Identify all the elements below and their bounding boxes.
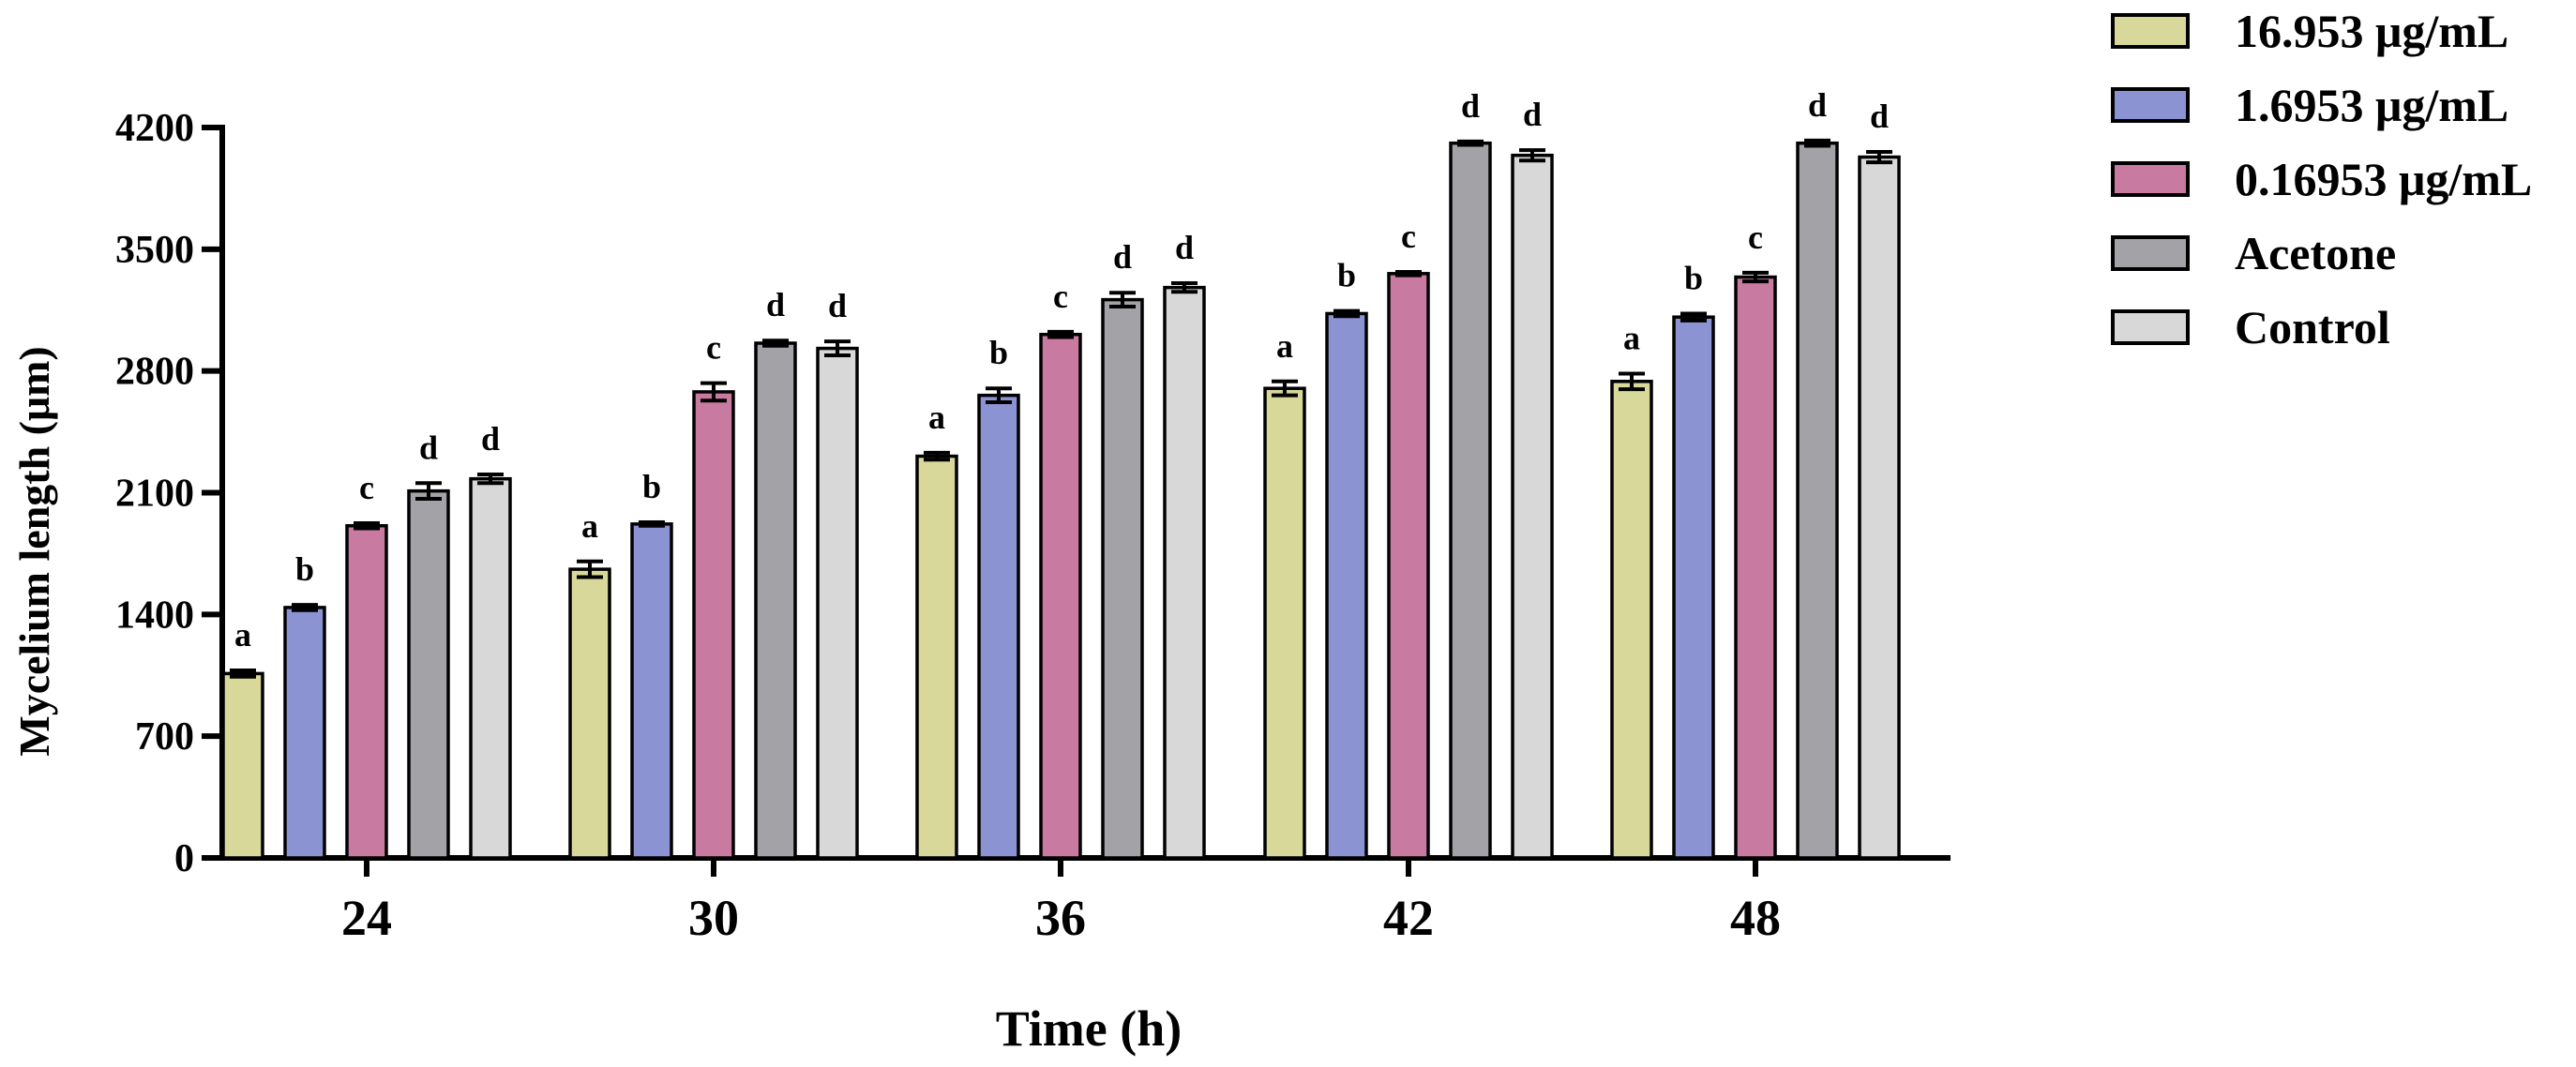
bar [915, 454, 958, 860]
y-axis-title: Mycelium length (μm) [10, 346, 58, 756]
significance-label: c [359, 469, 374, 506]
significance-label: d [1808, 86, 1827, 124]
x-tick-label: 36 [1035, 890, 1086, 946]
legend-swatch [2111, 161, 2190, 197]
bar [1263, 386, 1306, 860]
x-axis-title: Time (h) [996, 1000, 1183, 1057]
legend-label: Control [2235, 301, 2390, 353]
legend-swatch [2111, 235, 2190, 271]
legend-label: Acetone [2235, 227, 2396, 279]
significance-label: b [1684, 259, 1703, 296]
bar [345, 523, 388, 860]
y-tick-label: 1400 [115, 594, 194, 637]
bar [816, 346, 859, 860]
bar [283, 606, 326, 860]
significance-label: d [481, 420, 500, 458]
bar [1325, 311, 1368, 860]
bar [1449, 141, 1492, 860]
significance-label: a [234, 616, 251, 654]
bar [1796, 141, 1839, 860]
bar [1101, 297, 1144, 860]
legend-label: 16.953 μg/mL [2235, 5, 2508, 57]
significance-label: d [828, 287, 847, 324]
significance-label: a [1623, 319, 1640, 356]
significance-label: c [706, 329, 721, 367]
significance-label: b [1337, 257, 1356, 294]
legend-label: 0.16953 μg/mL [2235, 153, 2532, 205]
bar [568, 567, 611, 860]
significance-label: d [419, 428, 438, 466]
legend-swatch [2111, 87, 2190, 123]
significance-label: d [766, 286, 785, 323]
significance-label: d [1113, 238, 1132, 276]
significance-label: d [1175, 229, 1194, 266]
significance-label: a [928, 398, 945, 436]
bar [469, 476, 512, 860]
bar [754, 341, 797, 860]
y-tick-label: 2800 [115, 351, 194, 394]
x-tick-label: 42 [1383, 890, 1434, 946]
significance-label: a [1276, 327, 1293, 365]
significance-label: b [295, 550, 314, 588]
bar [1039, 332, 1082, 860]
legend-swatch [2111, 13, 2190, 49]
bar [407, 488, 450, 860]
significance-label: d [1523, 96, 1542, 133]
significance-label: a [581, 507, 598, 545]
bar [692, 390, 735, 860]
significance-label: b [989, 334, 1008, 371]
plot-area: 0 700 1400 2100 2800 3500 4200 24 30 36 42 48 a a a a a b… [115, 86, 1951, 946]
x-tick-label: 48 [1730, 890, 1781, 946]
significance-label: b [642, 468, 661, 505]
bar [630, 522, 673, 860]
legend-label: 1.6953 μg/mL [2235, 79, 2508, 131]
significance-label: c [1401, 218, 1416, 255]
legend-swatch [2111, 309, 2190, 345]
x-tick-label: 30 [688, 890, 739, 946]
y-tick-label: 700 [135, 715, 194, 759]
y-tick-label: 0 [174, 837, 194, 880]
y-tick-label: 2100 [115, 473, 194, 516]
bar [1387, 272, 1430, 860]
x-tick-label: 24 [341, 890, 392, 946]
y-tick-label: 3500 [115, 229, 194, 272]
legend: 16.953 μg/mL 1.6953 μg/mL 0.16953 μg/mL Ace… [2111, 5, 2532, 353]
bar [1511, 153, 1554, 860]
bar [1858, 155, 1901, 860]
y-tick-label: 4200 [115, 107, 194, 150]
bar [1672, 315, 1715, 860]
bar [1163, 285, 1206, 860]
significance-label: d [1870, 98, 1889, 135]
bar [977, 393, 1020, 860]
bar [1734, 275, 1777, 860]
significance-label: c [1748, 218, 1763, 256]
bar [221, 671, 264, 860]
significance-label: d [1461, 87, 1480, 125]
bar [1610, 380, 1653, 860]
significance-label: c [1053, 278, 1068, 315]
